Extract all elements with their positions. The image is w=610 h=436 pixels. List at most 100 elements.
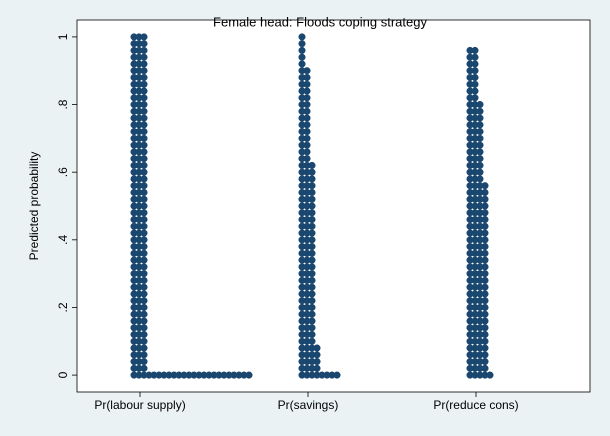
- x-tick-label: Pr(labour supply): [94, 398, 185, 412]
- dot-row: [466, 202, 489, 210]
- dot-row: [298, 155, 311, 163]
- dot-row: [130, 46, 148, 54]
- dot-row: [298, 87, 311, 95]
- dot-row: [298, 317, 316, 325]
- dot: [140, 324, 148, 332]
- dot: [298, 40, 306, 48]
- dot: [140, 155, 148, 163]
- dot-row: [466, 215, 489, 224]
- dot: [308, 215, 316, 224]
- dot-row: [466, 60, 479, 68]
- dot: [140, 33, 148, 41]
- dot-row: [298, 236, 316, 244]
- dot: [481, 276, 489, 284]
- dot: [303, 148, 311, 156]
- dot: [140, 168, 148, 176]
- dot-row: [130, 175, 148, 183]
- dot-row: [466, 290, 489, 298]
- dot: [140, 310, 148, 318]
- dot: [140, 229, 148, 237]
- dot: [476, 155, 484, 163]
- dot-row: [298, 128, 311, 136]
- dot-row: [466, 107, 484, 115]
- dot: [140, 243, 148, 251]
- dot-row: [466, 330, 489, 339]
- dot-row: [466, 73, 479, 82]
- dot-row: [466, 222, 489, 230]
- dot-row: [130, 114, 148, 122]
- dot-row: [466, 324, 489, 332]
- y-tick-label: .2: [56, 302, 70, 312]
- dot: [303, 100, 311, 109]
- dot-row: [298, 134, 311, 142]
- dot: [140, 46, 148, 54]
- dot: [481, 215, 489, 224]
- dot-row: [466, 134, 484, 142]
- dot-row: [130, 351, 148, 359]
- dot-row: [130, 182, 148, 190]
- dot-row: [298, 215, 316, 224]
- dot-row: [466, 46, 479, 54]
- dot: [140, 94, 148, 102]
- dot-row: [298, 80, 311, 88]
- dot-row: [466, 67, 479, 75]
- dot: [313, 358, 321, 366]
- dot-row: [466, 337, 489, 345]
- dot: [140, 215, 148, 224]
- dot-row: [466, 371, 494, 379]
- dot-row: [298, 371, 341, 379]
- dot: [303, 128, 311, 136]
- dot: [308, 243, 316, 251]
- dot-row: [298, 141, 311, 149]
- dot: [481, 324, 489, 332]
- dot: [481, 283, 489, 291]
- dot: [486, 371, 494, 379]
- dot-row: [130, 290, 148, 298]
- dot: [140, 80, 148, 88]
- dot: [481, 364, 489, 372]
- dot-row: [130, 270, 148, 278]
- dot: [476, 175, 484, 183]
- dot: [481, 358, 489, 366]
- dot-row: [466, 94, 479, 102]
- dot-row: [466, 128, 484, 136]
- dot: [140, 283, 148, 291]
- dot: [140, 344, 148, 352]
- dot: [481, 229, 489, 237]
- dot: [471, 46, 479, 54]
- chart-title: Female head: Floods coping strategy: [213, 14, 427, 29]
- dot-row: [466, 270, 489, 278]
- dot: [308, 161, 316, 169]
- y-tick-label: 1: [56, 33, 70, 40]
- dot: [481, 263, 489, 271]
- dot: [140, 161, 148, 169]
- dot-row: [466, 121, 484, 129]
- dot: [140, 222, 148, 230]
- dot-row: [298, 168, 316, 176]
- dot-row: [130, 80, 148, 88]
- dot: [303, 121, 311, 129]
- dot: [303, 134, 311, 142]
- dot: [140, 67, 148, 75]
- dot: [481, 310, 489, 318]
- dot: [481, 202, 489, 210]
- dot-row: [298, 310, 316, 318]
- dot: [140, 141, 148, 149]
- dot: [476, 168, 484, 176]
- dot-row: [298, 351, 321, 359]
- dot: [140, 60, 148, 68]
- dot-row: [298, 276, 316, 284]
- dot-row: [466, 148, 484, 156]
- dot: [140, 263, 148, 271]
- dot-row: [466, 283, 489, 291]
- dot: [140, 100, 148, 109]
- dot: [298, 60, 306, 68]
- dot-row: [298, 175, 316, 183]
- dot: [481, 290, 489, 298]
- dot-row: [130, 141, 148, 149]
- dot: [298, 53, 306, 61]
- dot: [140, 114, 148, 122]
- dot: [476, 161, 484, 169]
- dot-row: [298, 94, 311, 102]
- x-tick-label: Pr(savings): [278, 398, 339, 412]
